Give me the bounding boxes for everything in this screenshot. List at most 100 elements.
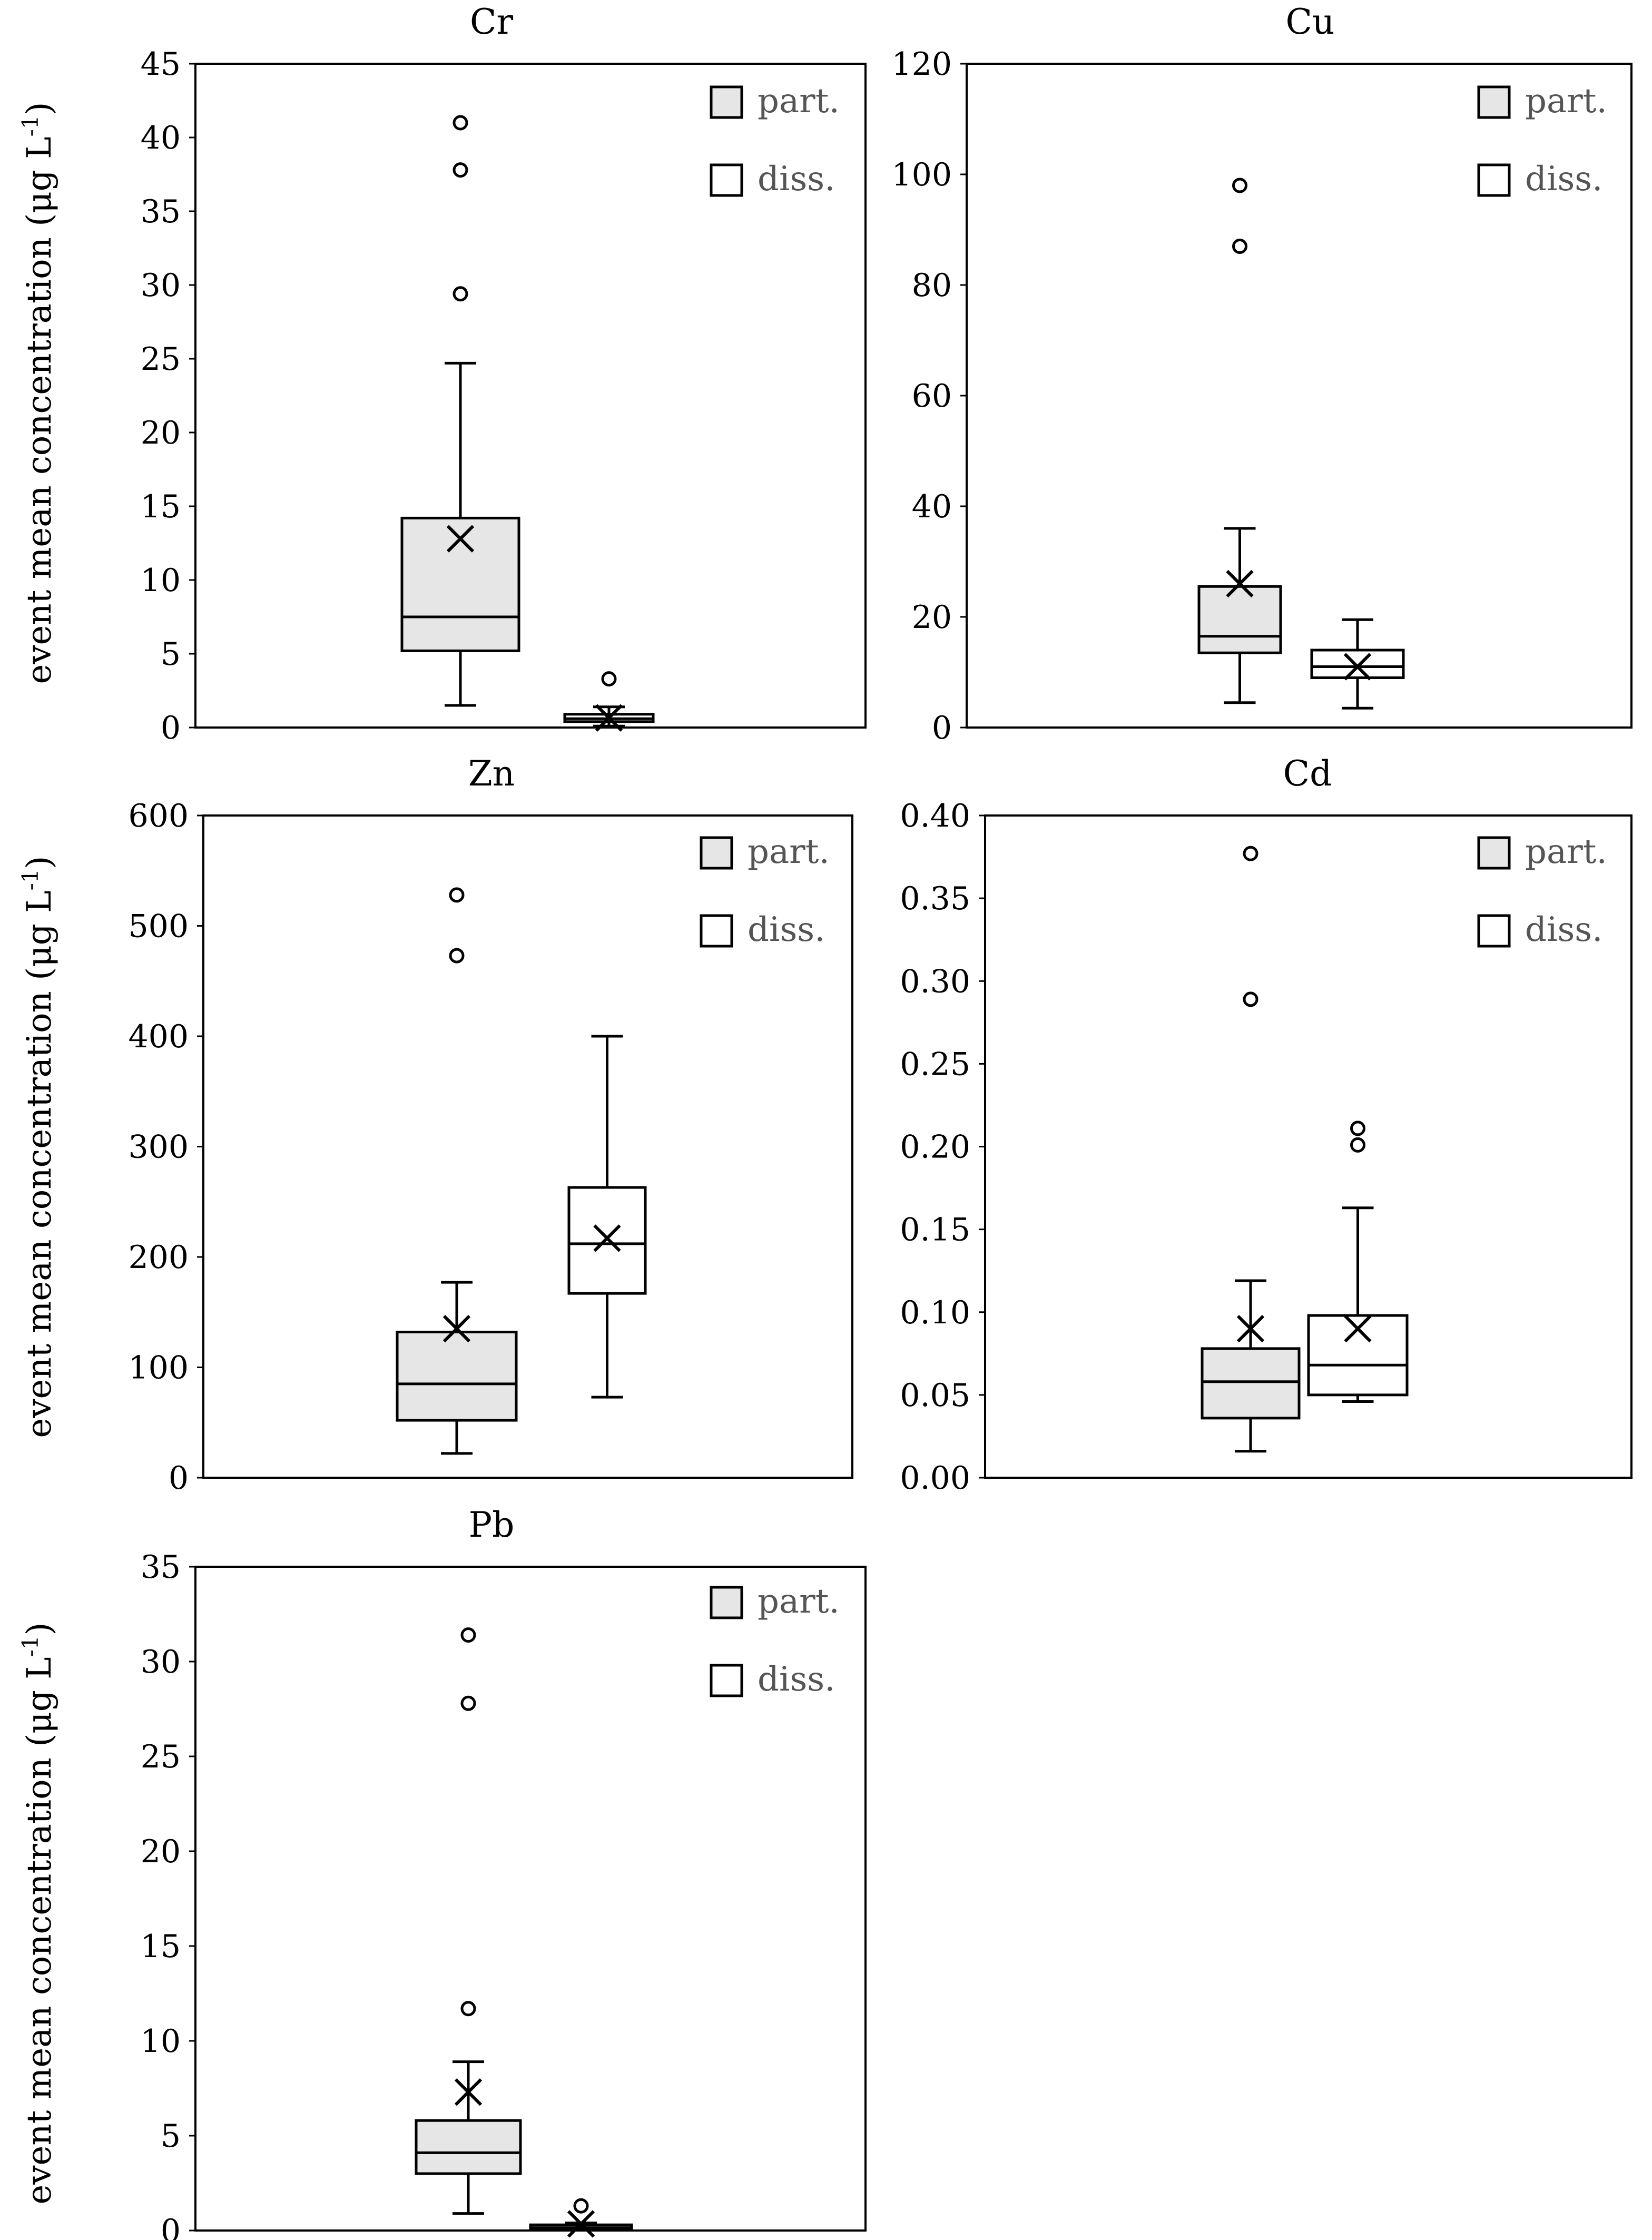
y-tick-label: 45 <box>141 46 181 83</box>
outlier-point <box>1243 991 1258 1007</box>
legend-label-diss: diss. <box>758 160 835 199</box>
y-tick-label: 100 <box>128 1350 189 1387</box>
plot-frame <box>202 814 853 1479</box>
y-tick-label: 0.00 <box>900 1460 970 1497</box>
mean-marker <box>1344 1315 1372 1343</box>
y-axis-ticks: 0 100 200 300 400 500 600 <box>128 798 203 1497</box>
plot-frame <box>194 63 867 729</box>
panel-pb: Pb event mean concentration (μg L-1) 0 5 1… <box>17 1505 867 2240</box>
box-dissolved <box>567 1035 647 1399</box>
y-tick-label: 20 <box>141 1833 181 1870</box>
y-tick-label: 0 <box>932 710 952 746</box>
legend-label-diss: diss. <box>758 1660 835 1699</box>
y-tick-label: 0 <box>161 710 181 746</box>
mean-marker <box>1343 653 1372 681</box>
legend-swatch-part <box>710 85 743 119</box>
y-tick-label: 30 <box>141 267 181 304</box>
y-tick-label: 600 <box>128 798 189 834</box>
outlier-point <box>460 1627 476 1643</box>
box-marks <box>415 1627 633 2238</box>
legend-swatch-diss <box>1477 163 1511 197</box>
y-tick-label: 0 <box>161 2213 181 2240</box>
y-tick-label: 0.15 <box>900 1212 970 1249</box>
outlier-point <box>1232 178 1247 193</box>
y-tick-label: 200 <box>128 1239 189 1276</box>
y-tick-label: 35 <box>141 1549 181 1586</box>
legend: part. diss. <box>710 82 840 199</box>
legend-label-part: part. <box>758 82 840 121</box>
y-axis-label: event mean concentration (μg L-1) <box>17 102 59 684</box>
box-particulate <box>400 115 520 707</box>
plot-frame <box>194 1566 867 2232</box>
legend-swatch-part <box>710 1586 743 1619</box>
y-tick-label: 40 <box>912 488 952 525</box>
outlier-point <box>453 162 468 178</box>
box-particulate <box>415 1627 522 2215</box>
svg-text:event mean concentration (μg L: event mean concentration (μg L-1) <box>17 856 59 1438</box>
mean-marker <box>1226 569 1254 598</box>
box-iqr <box>396 1330 518 1422</box>
panel-title: Cr <box>470 2 513 42</box>
outlier-point <box>1232 239 1247 254</box>
panel-title: Zn <box>468 753 515 794</box>
panel-cr: Cr event mean concentration (μg L-1) 0 5 1… <box>17 2 867 746</box>
y-tick-label: 10 <box>141 2023 181 2060</box>
legend-label-part: part. <box>1525 832 1607 871</box>
legend: part. diss. <box>710 1582 840 1699</box>
mean-marker <box>442 1315 471 1343</box>
outlier-point <box>1350 1137 1365 1153</box>
y-tick-label: 10 <box>141 562 181 599</box>
y-tick-label: 25 <box>141 1738 181 1775</box>
y-tick-label: 0.20 <box>900 1129 970 1166</box>
legend-swatch-part <box>1477 836 1511 870</box>
y-tick-label: 400 <box>128 1018 189 1055</box>
plot-frame <box>966 63 1633 729</box>
y-tick-label: 5 <box>161 2118 181 2155</box>
y-tick-label: 0.35 <box>900 880 970 917</box>
mean-marker <box>593 1224 621 1252</box>
box-dissolved <box>1307 1121 1409 1403</box>
y-tick-label: 0.30 <box>900 963 970 1000</box>
outlier-point <box>601 671 617 687</box>
outlier-point <box>1243 846 1258 861</box>
box-marks <box>400 115 655 732</box>
box-iqr <box>1197 585 1282 654</box>
mean-marker <box>567 2210 595 2238</box>
y-tick-label: 25 <box>141 341 181 378</box>
y-tick-label: 500 <box>128 908 189 945</box>
box-dissolved <box>563 671 655 732</box>
box-marks <box>1197 178 1405 710</box>
box-marks <box>396 887 647 1455</box>
legend-swatch-part <box>1477 85 1511 119</box>
legend-label-diss: diss. <box>1525 910 1602 949</box>
legend: part. diss. <box>1477 832 1607 949</box>
y-tick-label: 0 <box>169 1460 189 1497</box>
y-tick-label: 0.25 <box>900 1046 970 1083</box>
y-tick-label: 0.10 <box>900 1294 970 1331</box>
y-axis-ticks: 0 5 10 15 20 25 30 35 <box>141 1549 195 2240</box>
box-particulate <box>1201 846 1301 1453</box>
outlier-point <box>460 1695 476 1711</box>
outlier-point <box>449 887 465 903</box>
y-tick-label: 15 <box>141 1928 181 1965</box>
y-tick-label: 40 <box>141 120 181 156</box>
box-iqr <box>1201 1347 1301 1420</box>
legend-label-part: part. <box>758 1582 840 1621</box>
plot-frame <box>984 814 1633 1479</box>
y-axis-label: event mean concentration (μg L-1) <box>17 856 59 1438</box>
box-iqr <box>415 2119 522 2175</box>
legend-label-part: part. <box>1525 82 1607 121</box>
outlier-point <box>449 948 465 964</box>
panel-title: Cu <box>1285 2 1334 42</box>
box-iqr <box>1310 649 1405 679</box>
y-tick-label: 20 <box>141 415 181 451</box>
legend-swatch-part <box>700 836 733 870</box>
y-tick-label: 5 <box>161 636 181 673</box>
mean-marker <box>446 525 475 553</box>
y-axis-ticks: 0 5 10 15 20 25 30 35 40 45 <box>141 46 195 746</box>
y-tick-label: 80 <box>912 267 952 304</box>
legend-label-diss: diss. <box>1525 160 1602 199</box>
y-tick-label: 30 <box>141 1644 181 1681</box>
outlier-point <box>573 2198 589 2214</box>
